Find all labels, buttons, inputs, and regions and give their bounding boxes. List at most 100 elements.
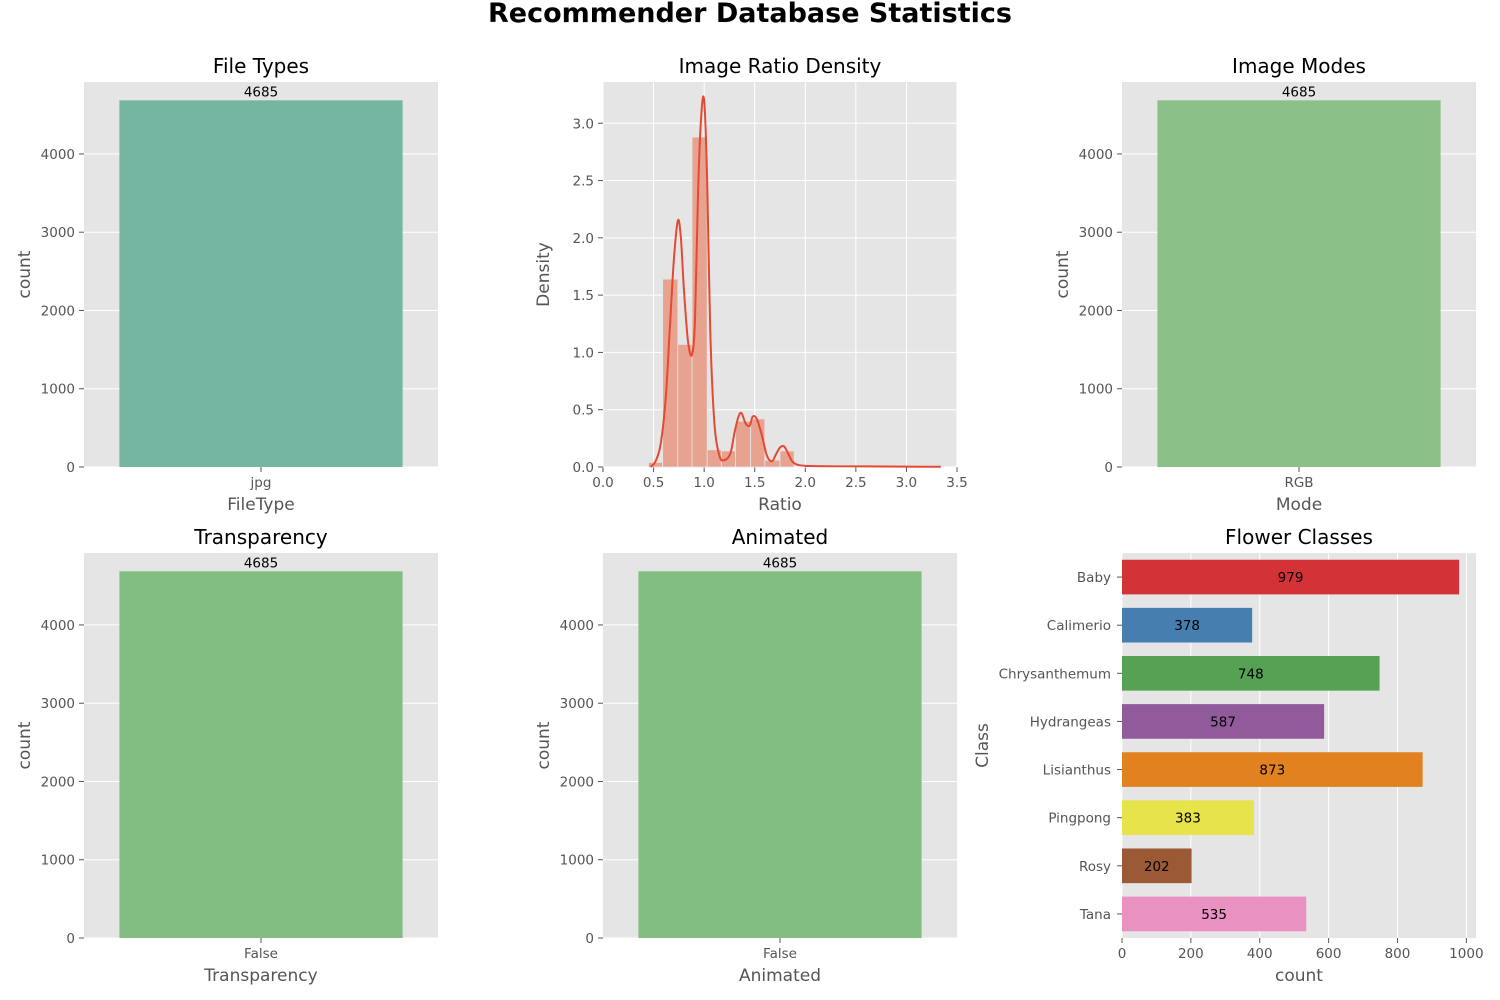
classes-bar-value-label: 587	[1210, 714, 1236, 730]
ratio-x-tick-label: 1.0	[693, 475, 714, 491]
ratio-histogram-bar	[677, 343, 693, 468]
classes-x-tick-label: 600	[1316, 946, 1342, 962]
classes-bar-value-label: 202	[1144, 859, 1170, 875]
animated-y-tick-label: 2000	[560, 774, 594, 790]
filetypes-x-tick-label: jpg	[250, 475, 272, 491]
ratio-x-axis-label: Ratio	[758, 495, 802, 515]
animated-bar-value-label: 4685	[763, 555, 797, 571]
classes-bar-value-label: 979	[1278, 570, 1304, 586]
ratio-histogram-bar	[735, 420, 752, 468]
transparency-y-tick-label: 3000	[41, 696, 75, 712]
modes-y-axis-label: count	[1053, 250, 1073, 298]
filetypes-y-tick-label: 0	[66, 460, 75, 476]
classes-x-tick-label: 400	[1247, 946, 1273, 962]
ratio-y-tick-label: 2.5	[573, 174, 594, 190]
classes-bar-value-label: 748	[1238, 666, 1264, 682]
ratio-plot-area	[603, 82, 957, 467]
animated-y-tick-label: 0	[585, 931, 594, 947]
ratio-x-tick-label: 1.5	[744, 475, 765, 491]
classes-bar	[1122, 607, 1253, 643]
animated-x-axis-label: Animated	[739, 966, 821, 986]
ratio-title: Image Ratio Density	[679, 54, 882, 78]
modes-subplot: Image Modes Mode count 0 1000 2000 3000 4000 468…	[1053, 54, 1476, 515]
transparency-subplot: Transparency Transparency count 0 1000 2000 30…	[15, 525, 438, 986]
ratio-x-tick-label: 3.5	[946, 475, 967, 491]
animated-y-tick-label: 4000	[560, 618, 594, 634]
modes-y-tick-label: 2000	[1079, 303, 1113, 319]
ratio-histogram-bar	[691, 136, 708, 468]
filetypes-y-tick-label: 2000	[41, 303, 75, 319]
ratio-y-axis-label: Density	[534, 242, 554, 307]
transparency-x-tick-label: False	[244, 946, 278, 962]
classes-y-axis-label: Class	[973, 723, 993, 768]
filetypes-title: File Types	[213, 54, 309, 78]
animated-bar	[638, 571, 922, 938]
classes-y-tick-label: Baby	[1077, 570, 1111, 586]
classes-bar	[1122, 848, 1192, 884]
classes-bar	[1122, 655, 1380, 691]
classes-subplot: Flower Classes count Class 0 200 400 600 800 100…	[973, 525, 1484, 986]
ratio-y-tick-label: 0.0	[573, 460, 594, 476]
classes-title: Flower Classes	[1225, 525, 1373, 549]
classes-x-tick-label: 200	[1178, 946, 1204, 962]
modes-y-tick-label: 1000	[1079, 382, 1113, 398]
modes-y-tick-label: 3000	[1079, 225, 1113, 241]
transparency-bar	[119, 571, 403, 938]
transparency-y-tick-label: 1000	[41, 853, 75, 869]
classes-bar-value-label: 535	[1201, 907, 1227, 923]
classes-bar-value-label: 383	[1175, 811, 1201, 827]
transparency-title: Transparency	[193, 525, 328, 549]
ratio-y-tick-label: 1.0	[573, 345, 594, 361]
modes-x-axis-label: Mode	[1276, 495, 1322, 515]
classes-bar-value-label: 873	[1259, 763, 1285, 779]
classes-bar	[1122, 896, 1307, 932]
modes-title: Image Modes	[1232, 54, 1366, 78]
classes-y-tick-label: Pingpong	[1048, 811, 1111, 827]
filetypes-bar	[119, 100, 403, 467]
classes-y-tick-label: Calimerio	[1047, 618, 1111, 634]
ratio-y-tick-label: 1.5	[573, 288, 594, 304]
ratio-x-tick-label: 0.5	[643, 475, 664, 491]
filetypes-y-tick-label: 4000	[41, 147, 75, 163]
classes-bar	[1122, 752, 1423, 787]
animated-subplot: Animated Animated count 0 1000 2000 3000 4000 46…	[534, 525, 957, 986]
animated-title: Animated	[732, 525, 829, 549]
ratio-y-tick-label: 0.5	[573, 403, 594, 419]
animated-y-axis-label: count	[534, 721, 554, 769]
classes-y-tick-label: Rosy	[1079, 859, 1111, 875]
ratio-kde-line	[649, 95, 941, 468]
classes-x-tick-label: 0	[1118, 946, 1127, 962]
filetypes-y-tick-label: 3000	[41, 225, 75, 241]
filetypes-subplot: File Types FileType count 0 1000 2000 3000 4000…	[15, 54, 438, 515]
modes-bar-value-label: 4685	[1282, 84, 1316, 100]
ratio-x-tick-label: 3.0	[896, 475, 917, 491]
figure-title: Recommender Database Statistics	[488, 0, 1012, 29]
modes-bar	[1157, 100, 1441, 467]
animated-x-tick-label: False	[763, 946, 797, 962]
modes-y-tick-label: 0	[1104, 460, 1113, 476]
ratio-x-tick-label: 2.0	[795, 475, 816, 491]
ratio-histogram-bar	[720, 450, 736, 468]
transparency-bar-value-label: 4685	[244, 555, 278, 571]
classes-y-tick-label: Lisianthus	[1043, 763, 1111, 779]
ratio-subplot: Image Ratio Density Ratio Density 0.0 0.5 1.0…	[534, 54, 968, 515]
classes-bar	[1122, 800, 1254, 836]
transparency-y-tick-label: 4000	[41, 618, 75, 634]
filetypes-y-tick-label: 1000	[41, 382, 75, 398]
transparency-y-tick-label: 2000	[41, 774, 75, 790]
subplots: File TypesFileTypecount01000200030004000…	[15, 54, 1484, 986]
ratio-y-tick-label: 3.0	[573, 116, 594, 132]
classes-y-tick-label: Tana	[1079, 907, 1111, 923]
transparency-x-axis-label: Transparency	[203, 966, 317, 986]
filetypes-bar-value-label: 4685	[244, 84, 278, 100]
classes-y-tick-label: Chrysanthemum	[999, 666, 1111, 682]
classes-x-tick-label: 800	[1385, 946, 1411, 962]
filetypes-x-axis-label: FileType	[227, 495, 295, 515]
transparency-y-tick-label: 0	[66, 931, 75, 947]
classes-bar	[1122, 704, 1325, 739]
animated-y-tick-label: 3000	[560, 696, 594, 712]
animated-y-tick-label: 1000	[560, 853, 594, 869]
classes-x-axis-label: count	[1275, 966, 1323, 986]
modes-y-tick-label: 4000	[1079, 147, 1113, 163]
